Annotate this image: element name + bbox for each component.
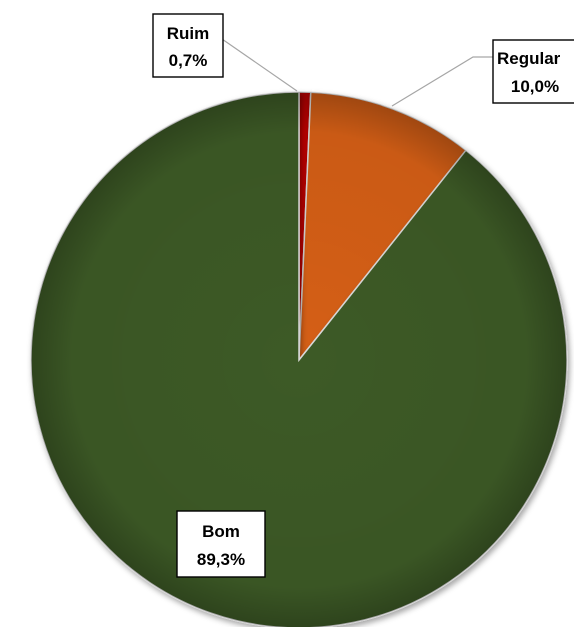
label-box-regular [492,39,574,104]
data-label-ruim: Ruim 0,7% [152,13,298,92]
label-regular-name: Regular [497,49,561,68]
label-ruim-name: Ruim [167,24,210,43]
data-label-bom: Bom 89,3% [176,510,266,578]
label-bom-name: Bom [202,522,240,541]
pie-slices [30,91,568,627]
leader-line-regular [391,56,493,107]
label-box-bom [176,510,266,578]
label-ruim-value: 0,7% [169,51,208,70]
pie-data-labels: Ruim 0,7% Regular 10,0% Bom 89,3% [152,13,574,578]
pie-slice-bom [30,91,568,627]
label-box-ruim [152,13,224,78]
label-bom-value: 89,3% [197,550,245,569]
leader-line-ruim [221,38,298,92]
data-label-regular: Regular 10,0% [391,39,574,107]
label-regular-value: 10,0% [511,77,559,96]
